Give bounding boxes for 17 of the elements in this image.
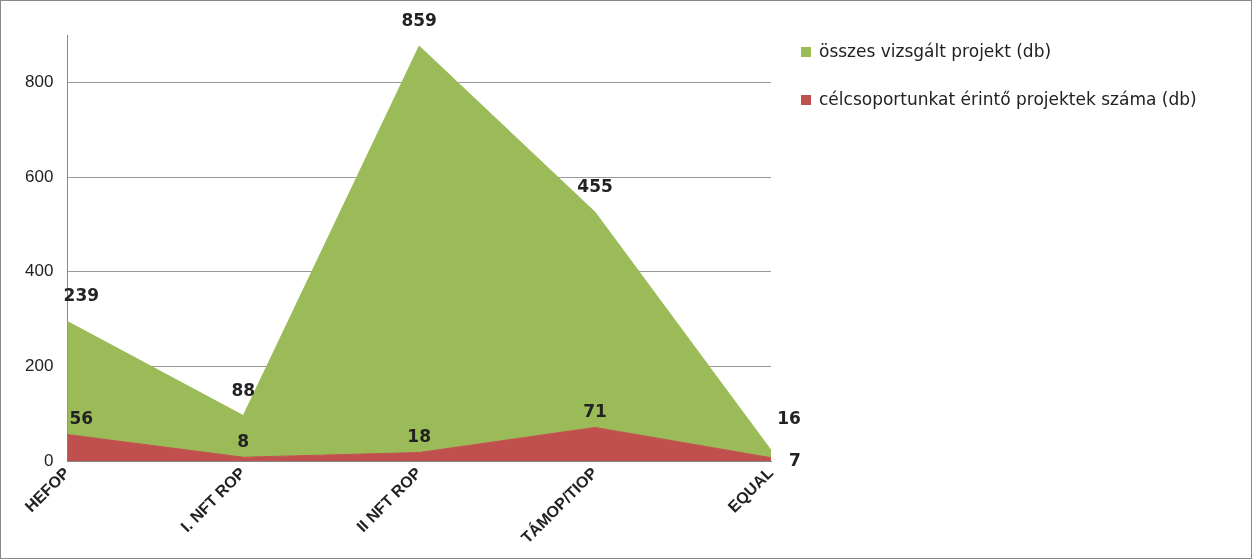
legend-label: célcsoportunkat érintő projektek száma (db) (819, 89, 1197, 109)
data-label: 455 (577, 176, 613, 197)
data-label: 16 (777, 408, 801, 429)
data-label: 56 (69, 408, 94, 429)
data-label: 239 (63, 285, 100, 306)
data-label: 18 (407, 426, 432, 447)
data-label: 8 (237, 431, 250, 452)
y-tick-label: 0 (43, 450, 54, 470)
y-tick-label: 200 (24, 356, 54, 376)
data-label: 859 (401, 10, 437, 30)
data-label: 7 (789, 449, 801, 470)
data-label: 88 (231, 379, 256, 400)
y-tick-label: 800 (24, 72, 54, 92)
legend-label: összes vizsgált projekt (db) (819, 41, 1052, 61)
y-tick-label: 600 (24, 166, 54, 186)
data-label: 71 (583, 401, 607, 422)
y-tick-label: 400 (24, 261, 54, 281)
